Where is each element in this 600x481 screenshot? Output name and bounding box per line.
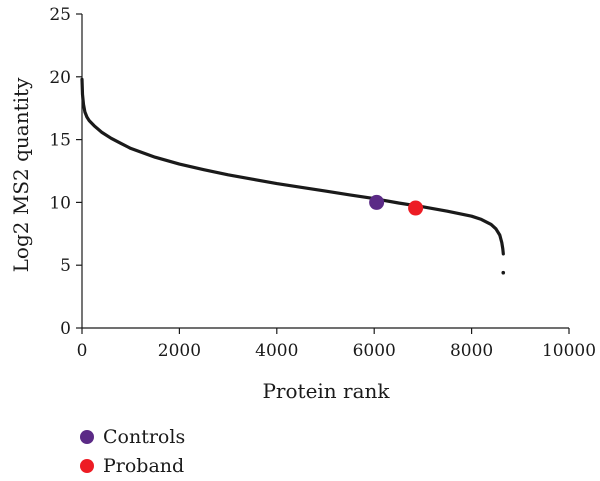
legend-item-proband: Proband: [80, 451, 185, 480]
y-tick-label-20: 20: [49, 68, 71, 88]
outlier-point-0: [501, 270, 506, 275]
y-tick-label-10: 10: [49, 193, 71, 213]
y-tick-label-15: 15: [49, 131, 71, 151]
legend-item-controls: Controls: [80, 422, 185, 451]
x-tick-label-10000: 10000: [542, 341, 596, 361]
plot-area: [80, 77, 506, 275]
x-axis-label: Protein rank: [262, 379, 390, 403]
legend-marker-controls: [80, 429, 94, 444]
x-tick-label-6000: 6000: [353, 341, 396, 361]
y-tick-label-25: 25: [49, 5, 71, 25]
axes: 0 5 10 15 20 25 0 2000 4000 6000 8000 10000: [49, 5, 596, 361]
x-tick-label-2000: 2000: [158, 341, 201, 361]
legend-label-proband: Proband: [103, 454, 185, 477]
legend-label-controls: Controls: [103, 425, 186, 448]
highlight-point-controls: [369, 194, 385, 210]
highlight-point-proband: [408, 200, 424, 216]
legend-marker-proband: [80, 458, 94, 473]
x-tick-label-8000: 8000: [450, 341, 493, 361]
legend: Controls Proband: [80, 422, 185, 480]
y-tick-label-5: 5: [60, 256, 71, 276]
y-axis-label: Log2 MS2 quantity: [9, 77, 33, 272]
series-line-0: [80, 77, 505, 256]
y-tick-label-0: 0: [60, 319, 71, 339]
x-tick-label-0: 0: [77, 341, 88, 361]
x-tick-label-4000: 4000: [255, 341, 298, 361]
